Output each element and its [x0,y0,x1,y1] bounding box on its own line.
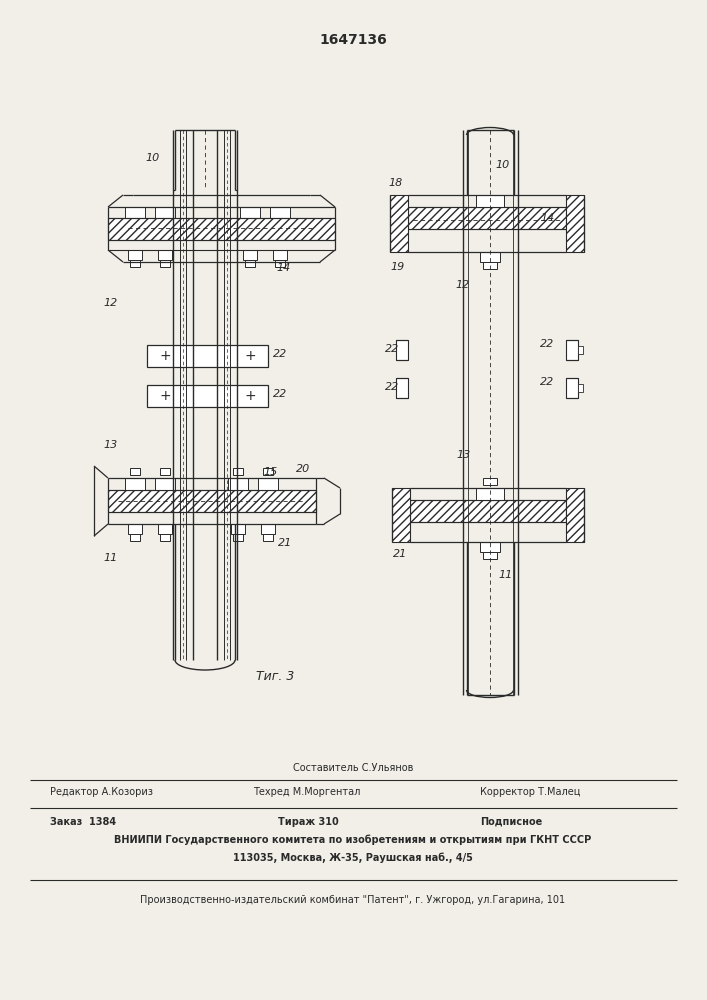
Text: 22: 22 [273,349,287,359]
Text: 18: 18 [388,178,402,188]
Text: +: + [244,389,256,403]
Bar [147,385,268,407]
Bar [578,346,583,354]
Text: +: + [159,389,171,403]
Bar [258,478,278,490]
Bar [130,534,140,541]
Bar [263,534,273,541]
Bar [155,478,175,490]
Bar [578,384,583,392]
Bar [390,195,408,252]
Bar [566,340,578,360]
Text: 13: 13 [456,450,470,460]
Bar [155,207,175,219]
Bar [410,500,566,522]
Bar [483,478,497,485]
Text: 22: 22 [385,382,399,392]
Bar [125,478,145,490]
Bar [273,250,287,260]
Text: 10: 10 [145,153,159,163]
Bar [263,468,273,475]
Text: ВНИИПИ Государственного комитета по изобретениям и открытиям при ГКНТ СССР: ВНИИПИ Государственного комитета по изоб… [115,835,592,845]
Bar [233,534,243,541]
Text: Подписное: Подписное [480,817,542,827]
Bar [408,207,566,229]
Bar [476,488,504,500]
Bar [158,524,172,534]
Bar [566,378,578,398]
Bar [480,542,500,552]
Text: Корректор Т.Малец: Корректор Т.Малец [480,787,580,797]
Bar [275,260,285,267]
Bar [233,468,243,475]
Bar [147,345,268,367]
Text: 11: 11 [498,570,513,580]
Text: +: + [159,349,171,363]
Text: 10: 10 [495,160,509,170]
Text: 22: 22 [540,377,554,387]
Bar [480,252,500,262]
Bar [396,340,408,360]
Bar [130,260,140,267]
Bar [130,468,140,475]
Bar [245,260,255,267]
Bar [108,218,335,240]
Text: 1647136: 1647136 [319,33,387,47]
Bar [158,250,172,260]
Bar [243,250,257,260]
Text: 19: 19 [390,262,404,272]
Text: +: + [244,349,256,363]
Text: 20: 20 [296,464,310,474]
Bar [483,552,497,559]
Bar [160,468,170,475]
Text: 14: 14 [276,263,291,273]
Text: 22: 22 [385,344,399,354]
Bar [231,524,245,534]
Text: Редактор А.Козориз: Редактор А.Козориз [50,787,153,797]
Text: 22: 22 [273,389,287,399]
Bar [476,195,504,207]
Text: 21: 21 [393,549,407,559]
Bar [128,524,142,534]
Text: 113035, Москва, Ж-35, Раушская наб., 4/5: 113035, Москва, Ж-35, Раушская наб., 4/5 [233,853,473,863]
Bar [108,490,316,512]
Text: Производственно-издательский комбинат "Патент", г. Ужгород, ул.Гагарина, 101: Производственно-издательский комбинат "П… [141,895,566,905]
Text: 11: 11 [103,553,117,563]
Text: 12: 12 [455,280,469,290]
Text: Τиг. 3: Τиг. 3 [256,670,294,684]
Bar [240,207,260,219]
Text: Тираж 310: Тираж 310 [278,817,339,827]
Bar [261,524,275,534]
Bar [270,207,290,219]
Text: Техред М.Моргентал: Техред М.Моргентал [253,787,361,797]
Bar [483,262,497,269]
Bar [566,488,584,542]
Bar [160,534,170,541]
Text: 22: 22 [540,339,554,349]
Text: 21: 21 [278,538,292,548]
Text: 12: 12 [103,298,117,308]
Bar [128,250,142,260]
Bar [392,488,410,542]
Bar [396,378,408,398]
Text: 13: 13 [103,440,117,450]
Text: Заказ  1384: Заказ 1384 [50,817,116,827]
Bar [228,478,248,490]
Text: 14: 14 [540,213,554,223]
Text: Составитель С.Ульянов: Составитель С.Ульянов [293,763,413,773]
Bar [125,207,145,219]
Text: 15: 15 [263,467,277,477]
Bar [160,260,170,267]
Bar [566,195,584,252]
